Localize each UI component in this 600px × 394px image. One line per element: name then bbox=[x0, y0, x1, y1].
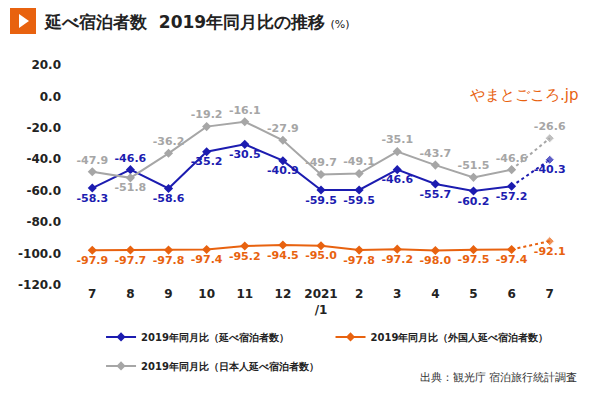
svg-text:-97.7: -97.7 bbox=[115, 254, 147, 267]
svg-text:0.0: 0.0 bbox=[40, 90, 61, 104]
svg-text:-97.5: -97.5 bbox=[458, 253, 490, 266]
svg-text:-97.8: -97.8 bbox=[153, 254, 185, 267]
svg-text:-97.8: -97.8 bbox=[343, 254, 375, 267]
svg-text:-97.9: -97.9 bbox=[76, 254, 108, 267]
svg-text:-47.9: -47.9 bbox=[76, 154, 108, 167]
svg-text:-46.6: -46.6 bbox=[381, 173, 413, 186]
svg-text:-58.3: -58.3 bbox=[76, 192, 108, 205]
svg-text:-40.9: -40.9 bbox=[267, 164, 299, 177]
svg-text:11: 11 bbox=[236, 287, 253, 301]
svg-text:7: 7 bbox=[88, 287, 96, 301]
svg-text:-46.6: -46.6 bbox=[496, 152, 528, 165]
svg-text:-100.0: -100.0 bbox=[18, 247, 61, 261]
svg-text:-26.6: -26.6 bbox=[534, 120, 566, 133]
svg-text:-49.1: -49.1 bbox=[343, 155, 375, 168]
svg-text:-98.0: -98.0 bbox=[420, 254, 452, 267]
svg-text:3: 3 bbox=[393, 287, 401, 301]
svg-text:-97.4: -97.4 bbox=[496, 253, 528, 266]
svg-text:出典：観光庁 宿泊旅行統計調査: 出典：観光庁 宿泊旅行統計調査 bbox=[420, 371, 578, 384]
svg-text:-95.0: -95.0 bbox=[305, 249, 337, 262]
svg-text:-40.3: -40.3 bbox=[534, 163, 566, 176]
svg-text:12: 12 bbox=[275, 287, 292, 301]
svg-text:-19.2: -19.2 bbox=[191, 108, 223, 121]
svg-text:2019年同月比（外国人延べ宿泊者数）: 2019年同月比（外国人延べ宿泊者数） bbox=[371, 332, 549, 343]
svg-text:-60.0: -60.0 bbox=[26, 184, 61, 198]
svg-text:6: 6 bbox=[507, 287, 515, 301]
svg-text:-49.7: -49.7 bbox=[305, 156, 337, 169]
svg-text:延べ宿泊者数 2019年同月比の推移 (%): 延べ宿泊者数 2019年同月比の推移 (%) bbox=[43, 12, 350, 32]
svg-text:-27.9: -27.9 bbox=[267, 122, 299, 135]
svg-text:-20.0: -20.0 bbox=[26, 121, 61, 135]
svg-text:-55.7: -55.7 bbox=[420, 188, 452, 201]
svg-text:9: 9 bbox=[164, 287, 172, 301]
svg-text:-40.0: -40.0 bbox=[26, 152, 61, 166]
svg-text:-35.2: -35.2 bbox=[191, 155, 223, 168]
svg-text:-80.0: -80.0 bbox=[26, 215, 61, 229]
svg-text:-59.5: -59.5 bbox=[343, 194, 375, 207]
svg-text:5: 5 bbox=[469, 287, 477, 301]
svg-text:7: 7 bbox=[546, 287, 554, 301]
svg-text:-92.1: -92.1 bbox=[534, 245, 566, 258]
svg-text:やまとごころ.jp: やまとごころ.jp bbox=[470, 86, 578, 104]
svg-text:-46.6: -46.6 bbox=[115, 152, 147, 165]
svg-text:-97.2: -97.2 bbox=[381, 253, 413, 266]
svg-text:8: 8 bbox=[126, 287, 134, 301]
svg-text:-30.5: -30.5 bbox=[229, 148, 261, 161]
svg-text:-58.6: -58.6 bbox=[153, 192, 185, 205]
svg-text:-51.8: -51.8 bbox=[115, 181, 147, 194]
svg-text:-94.5: -94.5 bbox=[267, 249, 299, 262]
svg-text:-120.0: -120.0 bbox=[18, 278, 61, 292]
svg-text:2019年同月比（日本人延べ宿泊者数）: 2019年同月比（日本人延べ宿泊者数） bbox=[141, 361, 319, 372]
svg-text:4: 4 bbox=[431, 287, 439, 301]
svg-text:2019年同月比（延べ宿泊者数）: 2019年同月比（延べ宿泊者数） bbox=[141, 332, 289, 343]
svg-text:-95.2: -95.2 bbox=[229, 250, 261, 263]
svg-text:20.0: 20.0 bbox=[31, 58, 61, 72]
svg-text:-57.2: -57.2 bbox=[496, 190, 528, 203]
svg-text:-59.5: -59.5 bbox=[305, 194, 337, 207]
svg-text:-36.2: -36.2 bbox=[153, 135, 185, 148]
svg-text:-16.1: -16.1 bbox=[229, 104, 261, 117]
svg-text:2021/1: 2021/1 bbox=[304, 287, 337, 317]
svg-text:-43.7: -43.7 bbox=[420, 147, 452, 160]
svg-text:-97.4: -97.4 bbox=[191, 253, 223, 266]
svg-text:-60.2: -60.2 bbox=[458, 195, 490, 208]
svg-text:2: 2 bbox=[355, 287, 363, 301]
svg-text:-51.5: -51.5 bbox=[458, 159, 490, 172]
svg-text:-35.1: -35.1 bbox=[381, 133, 413, 146]
svg-text:10: 10 bbox=[198, 287, 215, 301]
